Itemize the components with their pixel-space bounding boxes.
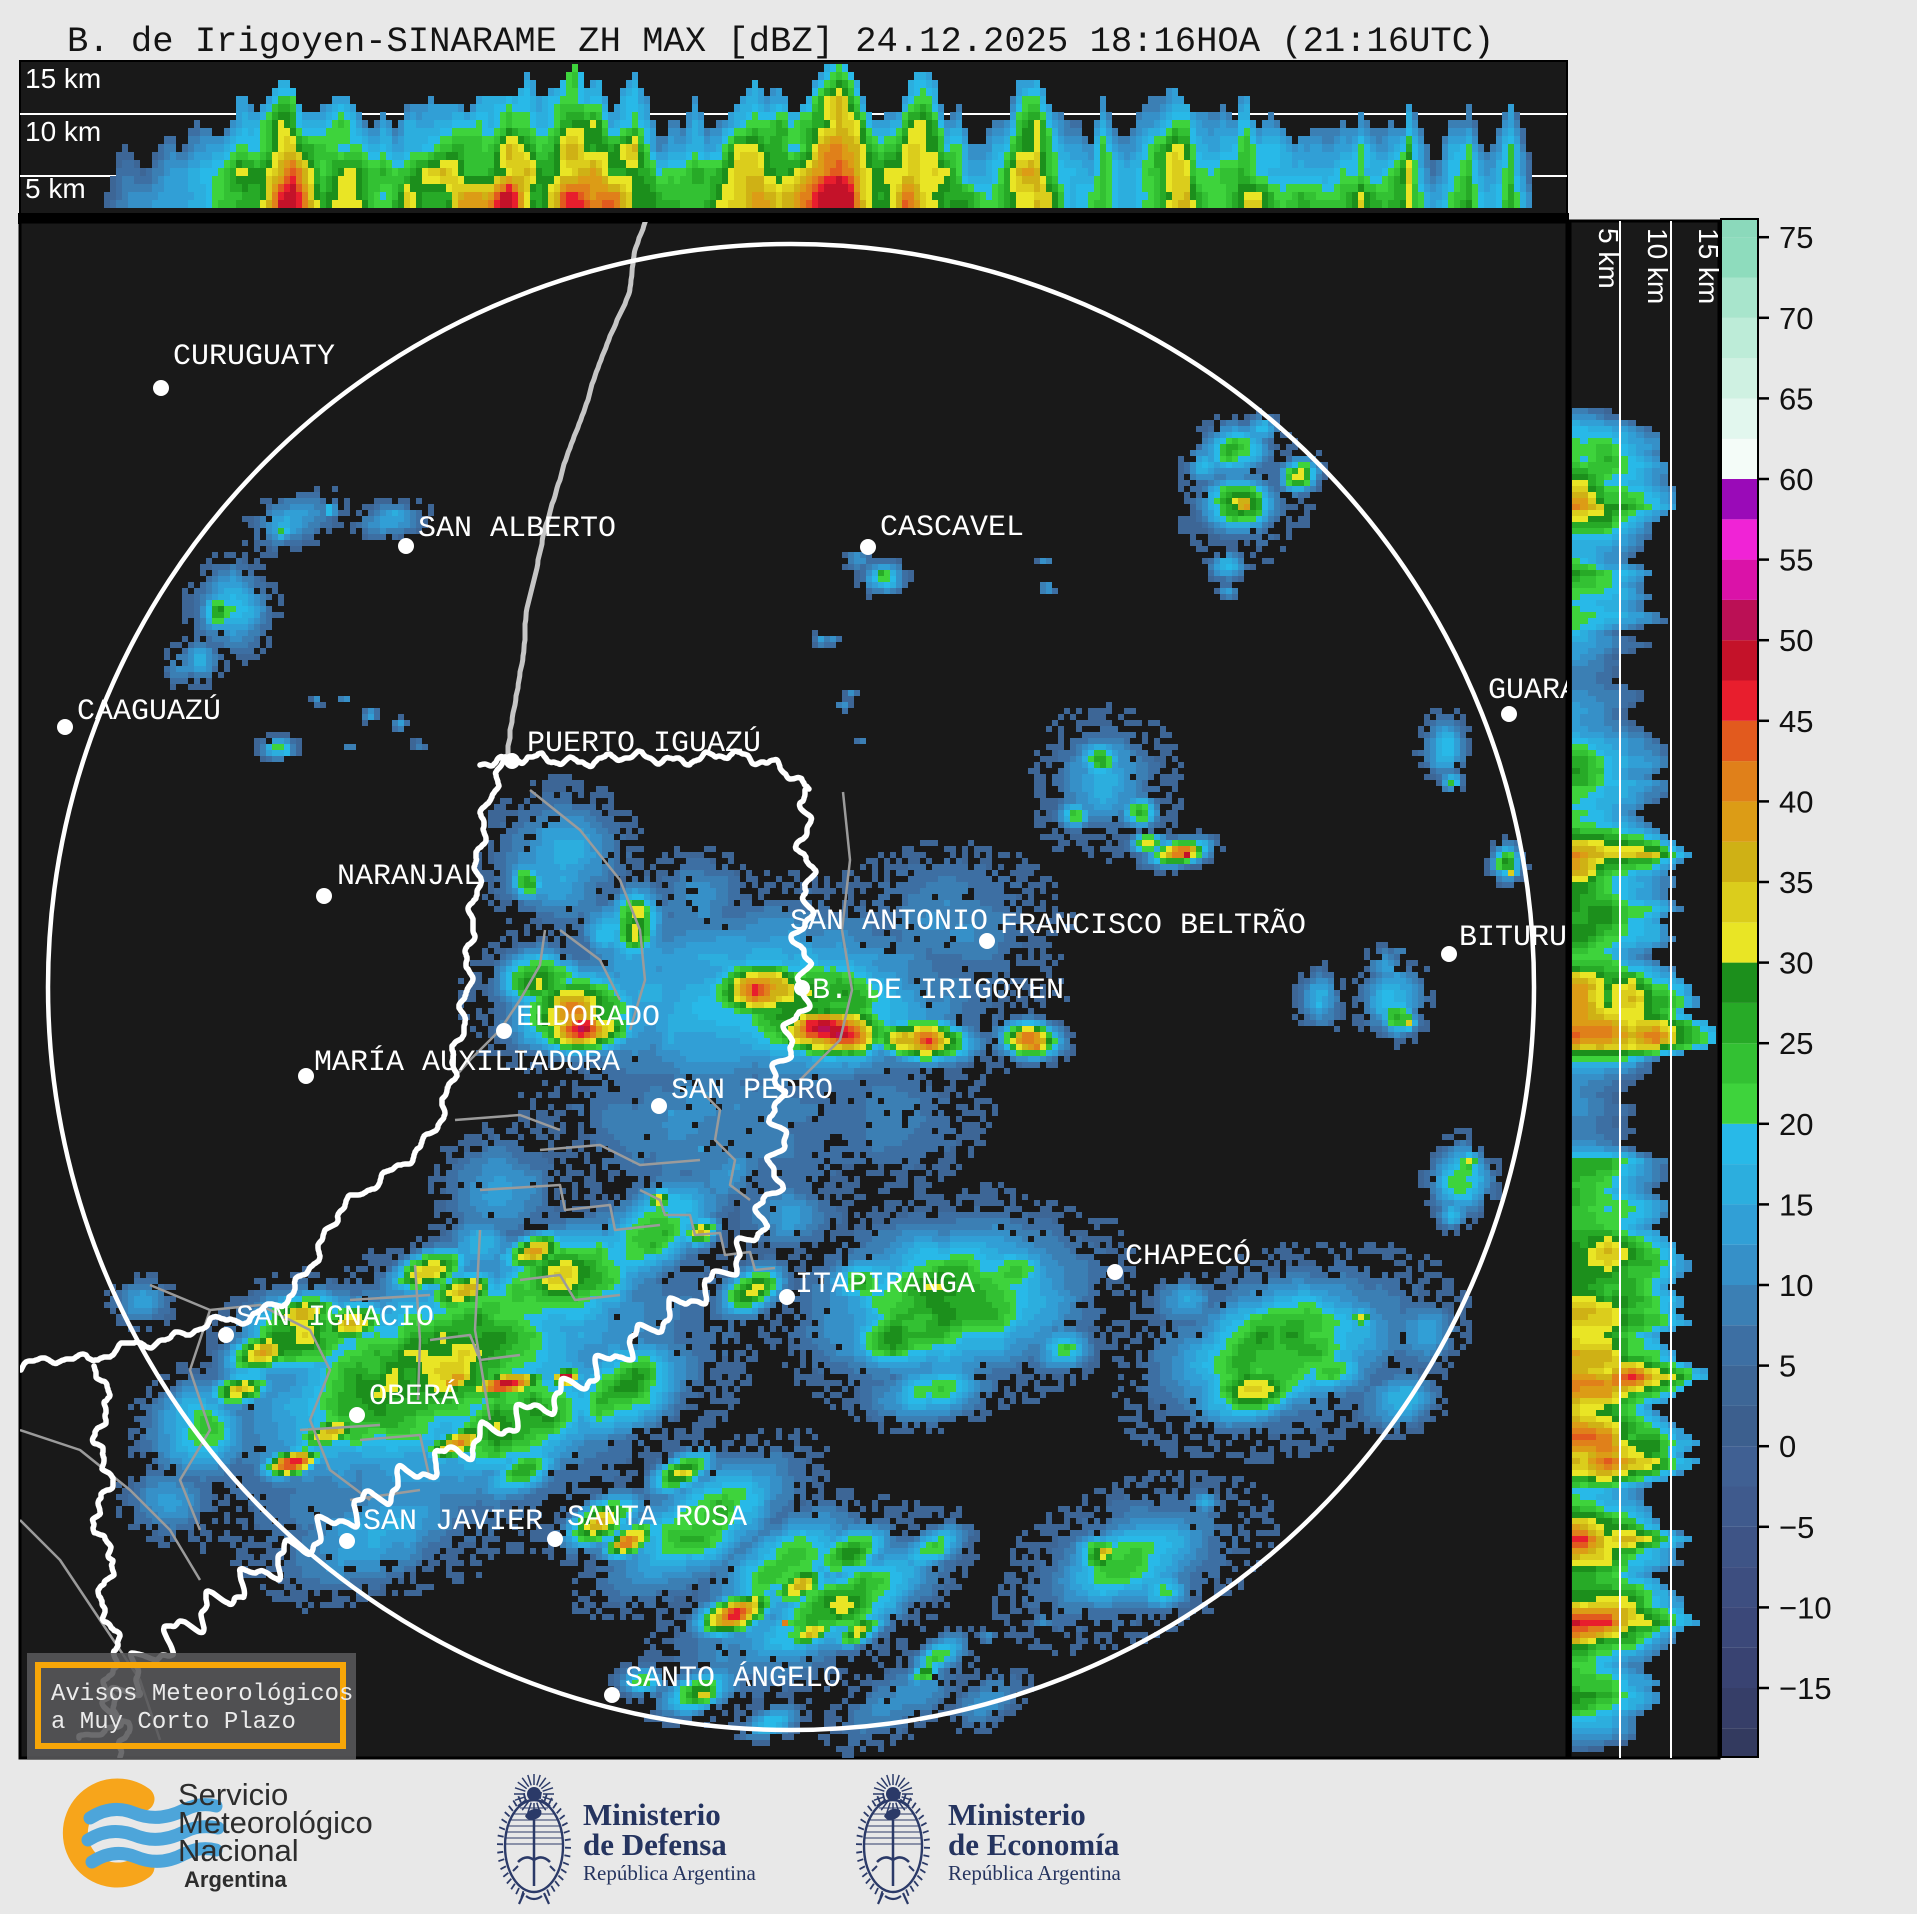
svg-text:República Argentina: República Argentina [948, 1861, 1121, 1885]
svg-text:30: 30 [1779, 946, 1813, 981]
svg-text:10 km: 10 km [25, 116, 101, 147]
svg-text:CHAPECÓ: CHAPECÓ [1125, 1239, 1251, 1274]
svg-text:Nacional: Nacional [178, 1833, 299, 1868]
svg-text:SANTO ÁNGELO: SANTO ÁNGELO [625, 1661, 841, 1696]
svg-text:ITAPIRANGA: ITAPIRANGA [795, 1268, 975, 1302]
svg-text:ELDORADO: ELDORADO [516, 1001, 660, 1035]
svg-text:CASCAVEL: CASCAVEL [880, 511, 1024, 545]
svg-text:65: 65 [1779, 381, 1813, 416]
svg-text:5 km: 5 km [25, 173, 86, 204]
svg-text:Argentina: Argentina [184, 1867, 287, 1892]
svg-text:15 km: 15 km [25, 63, 101, 94]
svg-text:5: 5 [1779, 1349, 1796, 1384]
svg-text:CAAGUAZÚ: CAAGUAZÚ [77, 694, 221, 729]
svg-text:10 km: 10 km [1642, 228, 1673, 304]
svg-text:CURUGUATY: CURUGUATY [173, 340, 335, 374]
svg-text:SAN ANTONIO: SAN ANTONIO [790, 905, 988, 939]
svg-text:NARANJAL: NARANJAL [337, 860, 481, 894]
svg-text:−15: −15 [1779, 1671, 1832, 1706]
svg-text:75: 75 [1779, 220, 1813, 255]
svg-text:PUERTO IGUAZÚ: PUERTO IGUAZÚ [527, 726, 761, 761]
svg-text:0: 0 [1779, 1429, 1796, 1464]
svg-text:−5: −5 [1779, 1510, 1814, 1545]
svg-text:SAN IGNACIO: SAN IGNACIO [236, 1301, 434, 1335]
svg-text:MARÍA AUXILIADORA: MARÍA AUXILIADORA [314, 1045, 620, 1080]
svg-text:10: 10 [1779, 1268, 1813, 1303]
svg-text:25: 25 [1779, 1026, 1813, 1061]
svg-text:50: 50 [1779, 623, 1813, 658]
svg-text:de Defensa: de Defensa [583, 1827, 727, 1862]
svg-text:55: 55 [1779, 543, 1813, 578]
svg-text:45: 45 [1779, 704, 1813, 739]
svg-text:15 km: 15 km [1693, 228, 1724, 304]
svg-text:Avisos Meteorológicos: Avisos Meteorológicos [51, 1681, 353, 1708]
svg-text:República Argentina: República Argentina [583, 1861, 756, 1885]
svg-text:20: 20 [1779, 1107, 1813, 1142]
svg-text:SAN JAVIER: SAN JAVIER [363, 1505, 543, 1539]
svg-text:B. de Irigoyen-SINARAME ZH MAX: B. de Irigoyen-SINARAME ZH MAX [dBZ] 24.… [67, 21, 1494, 62]
svg-text:B. DE IRIGOYEN: B. DE IRIGOYEN [812, 974, 1064, 1008]
svg-text:a Muy Corto Plazo: a Muy Corto Plazo [51, 1709, 296, 1736]
svg-text:SANTA ROSA: SANTA ROSA [567, 1501, 747, 1535]
svg-text:SAN PEDRO: SAN PEDRO [671, 1074, 833, 1108]
svg-text:5 km: 5 km [1593, 228, 1624, 289]
svg-text:de Economía: de Economía [948, 1827, 1120, 1862]
svg-text:70: 70 [1779, 301, 1813, 336]
svg-text:−10: −10 [1779, 1590, 1832, 1625]
svg-text:OBERÁ: OBERÁ [369, 1379, 459, 1414]
svg-text:FRANCISCO BELTRÃO: FRANCISCO BELTRÃO [1000, 908, 1306, 943]
svg-text:15: 15 [1779, 1187, 1813, 1222]
svg-text:35: 35 [1779, 865, 1813, 900]
svg-text:60: 60 [1779, 462, 1813, 497]
svg-text:SAN ALBERTO: SAN ALBERTO [418, 512, 616, 546]
svg-text:40: 40 [1779, 784, 1813, 819]
